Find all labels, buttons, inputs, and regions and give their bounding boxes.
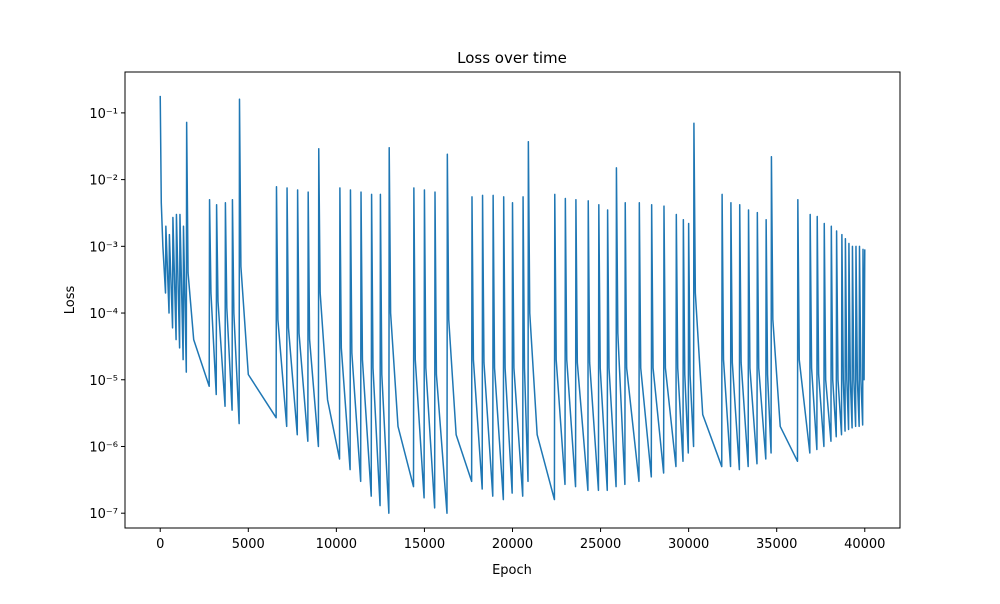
x-tick-label: 20000 — [492, 537, 533, 552]
y-tick-label: 10⁻⁵ — [89, 374, 118, 389]
x-axis-label: Epoch — [492, 563, 532, 578]
x-tick-label: 5000 — [232, 537, 265, 552]
chart-title: Loss over time — [457, 49, 567, 67]
x-tick-label: 10000 — [316, 537, 357, 552]
y-tick-label: 10⁻⁷ — [89, 507, 118, 522]
y-tick-label: 10⁻³ — [89, 240, 118, 255]
plot-frame — [124, 71, 901, 529]
x-tick-label: 40000 — [844, 537, 885, 552]
x-tick-label: 15000 — [404, 537, 445, 552]
y-tick-label: 10⁻⁴ — [89, 307, 118, 322]
x-tick-label: 0 — [156, 537, 164, 552]
x-tick-label: 25000 — [580, 537, 621, 552]
y-tick-label: 10⁻⁶ — [89, 440, 118, 455]
x-tick-label: 35000 — [756, 537, 797, 552]
y-tick-label: 10⁻¹ — [89, 107, 118, 122]
y-axis-label: Loss — [63, 286, 78, 315]
x-tick-label: 30000 — [668, 537, 709, 552]
loss-line — [159, 95, 866, 514]
y-tick-label: 10⁻² — [89, 174, 118, 189]
